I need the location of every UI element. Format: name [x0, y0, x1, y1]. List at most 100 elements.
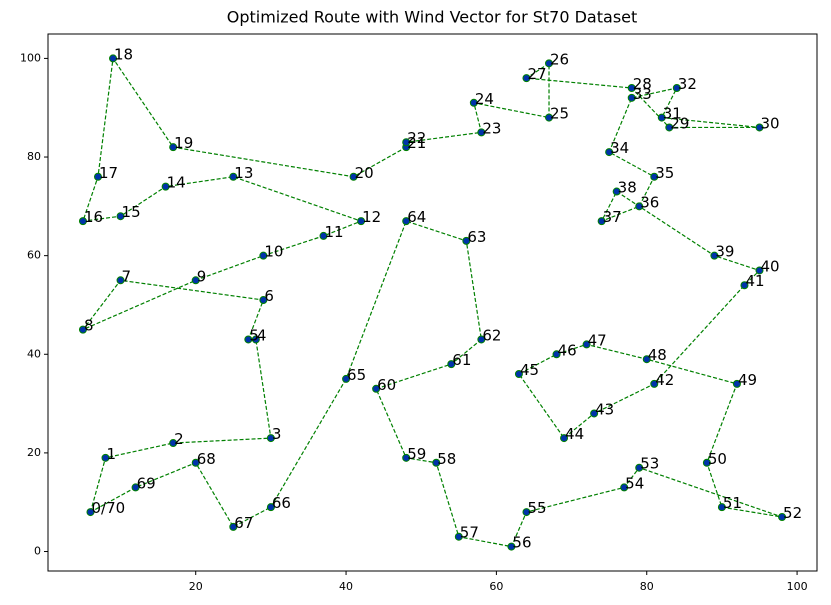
city-label: 33	[633, 85, 652, 103]
city-point	[229, 522, 238, 531]
city-point	[522, 508, 531, 517]
city-label: 35	[655, 164, 674, 182]
city-point	[131, 483, 140, 492]
city-point	[101, 453, 110, 462]
axes-frame	[47, 33, 818, 572]
city-point	[717, 503, 726, 512]
city-label: 25	[550, 105, 569, 123]
city-label: 2	[174, 430, 184, 448]
city-point	[116, 212, 125, 221]
city-label: 7	[122, 267, 132, 285]
city-point	[402, 453, 411, 462]
city-point	[755, 266, 764, 275]
city-label: 30	[760, 114, 779, 132]
city-point	[702, 458, 711, 467]
city-point	[597, 217, 606, 226]
city-label: 57	[460, 524, 479, 542]
city-label: 20	[355, 164, 374, 182]
city-label: 41	[745, 272, 764, 290]
city-label: 27	[527, 65, 546, 83]
y-tick-label: 80	[27, 150, 41, 163]
city-label: 9	[197, 267, 207, 285]
city-label: 14	[167, 174, 186, 192]
city-point	[477, 128, 486, 137]
city-point	[650, 172, 659, 181]
chart-title: Optimized Route with Wind Vector for St7…	[227, 8, 638, 27]
city-label: 40	[760, 257, 779, 275]
city-label: 69	[137, 474, 156, 492]
city-label: 55	[527, 499, 546, 517]
city-label: 60	[377, 376, 396, 394]
y-tick-label: 60	[27, 249, 41, 262]
city-point	[191, 276, 200, 285]
city-point	[372, 384, 381, 393]
city-label: 22	[407, 129, 426, 147]
city-label: 56	[512, 534, 531, 552]
city-point	[78, 217, 87, 226]
city-point	[169, 143, 178, 152]
city-label: 8	[84, 317, 94, 335]
city-label: 44	[565, 425, 584, 443]
city-point	[266, 434, 275, 443]
city-label: 15	[122, 203, 141, 221]
city-label: 63	[467, 228, 486, 246]
city-label: 47	[588, 331, 607, 349]
city-point	[116, 276, 125, 285]
city-label: 36	[640, 193, 659, 211]
city-label: 51	[723, 494, 742, 512]
city-point	[402, 217, 411, 226]
city-point	[469, 98, 478, 107]
city-point	[342, 374, 351, 383]
city-point	[710, 251, 719, 260]
city-point	[251, 335, 260, 344]
city-label: 48	[648, 346, 667, 364]
city-label: 50	[708, 450, 727, 468]
city-point	[545, 59, 554, 68]
city-point	[635, 202, 644, 211]
city-point	[627, 93, 636, 102]
city-label: 62	[482, 326, 501, 344]
city-point	[590, 409, 599, 418]
city-point	[514, 370, 523, 379]
city-label: 42	[655, 371, 674, 389]
city-point	[259, 296, 268, 305]
city-label: 28	[633, 75, 652, 93]
city-label: 34	[610, 139, 629, 157]
y-tick-label: 20	[27, 446, 41, 459]
city-point	[357, 217, 366, 226]
city-point	[778, 513, 787, 522]
city-point	[78, 325, 87, 334]
city-point	[740, 281, 749, 290]
city-point	[560, 434, 569, 443]
city-label: 68	[197, 450, 216, 468]
city-label: 18	[114, 45, 133, 63]
x-tick-label: 100	[787, 580, 808, 593]
city-point	[402, 138, 411, 147]
city-label: 39	[715, 243, 734, 261]
city-label: 6	[264, 287, 274, 305]
city-label: 1	[107, 445, 117, 463]
city-point	[522, 74, 531, 83]
city-label: 45	[520, 361, 539, 379]
city-point	[582, 340, 591, 349]
city-label: 3	[272, 425, 282, 443]
city-label: 13	[234, 164, 253, 182]
city-point	[259, 251, 268, 260]
city-point	[672, 83, 681, 92]
city-point	[86, 508, 95, 517]
city-point	[462, 236, 471, 245]
city-label: 58	[437, 450, 456, 468]
city-point	[109, 54, 118, 63]
city-label: 19	[174, 134, 193, 152]
city-point	[161, 182, 170, 191]
city-label: 5	[249, 326, 259, 344]
city-label: 38	[618, 179, 637, 197]
city-point	[319, 231, 328, 240]
city-label: 24	[475, 90, 494, 108]
city-point	[657, 113, 666, 122]
city-label: 12	[362, 208, 381, 226]
city-point	[191, 458, 200, 467]
